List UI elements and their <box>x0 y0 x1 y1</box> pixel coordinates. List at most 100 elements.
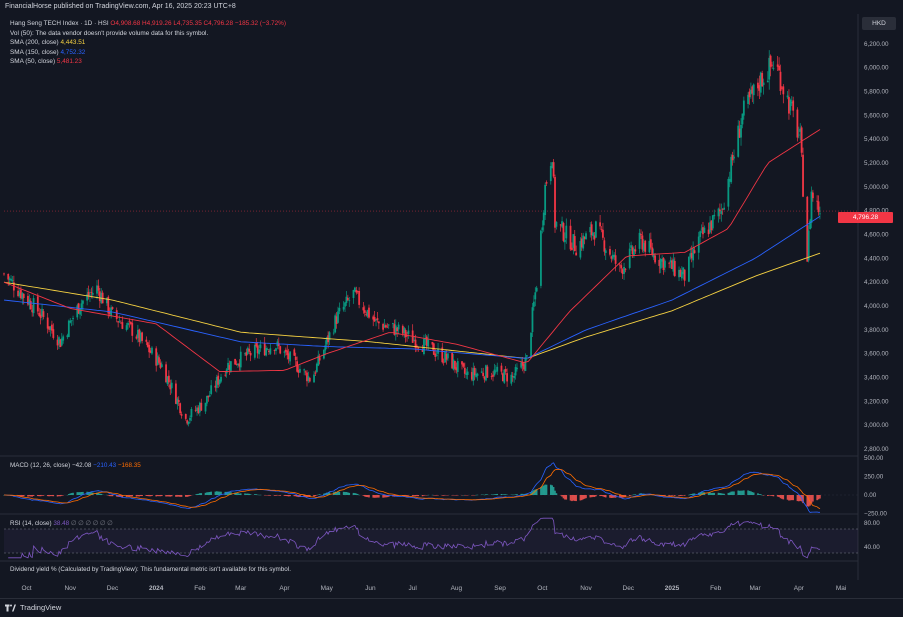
macd-histogram-bar <box>48 495 50 496</box>
candle-body <box>778 66 780 71</box>
macd-histogram-bar <box>141 495 143 496</box>
candle-body <box>248 349 250 352</box>
candle-body <box>295 357 297 360</box>
candle-body <box>364 310 366 313</box>
macd-histogram-bar <box>169 495 171 497</box>
macd-label: MACD (12, 26, close) <box>10 462 70 469</box>
tradingview-logo-icon <box>5 604 16 612</box>
macd-histogram-bar <box>816 495 818 500</box>
candle-body <box>358 291 360 305</box>
macd-histogram-bar <box>348 493 350 495</box>
candle-body <box>392 323 394 324</box>
x-tick-label: 2024 <box>149 585 164 592</box>
legend-vol: Vol (50): The data vendor doesn't provid… <box>10 29 286 39</box>
macd-histogram-bar <box>31 495 33 497</box>
legend-sma200: SMA (200, close) 4,443.51 <box>10 38 286 48</box>
candle-body <box>275 348 277 351</box>
macd-histogram-bar <box>78 492 80 495</box>
macd-histogram-bar <box>599 495 601 496</box>
candle-body <box>224 375 226 376</box>
macd-histogram-bar <box>780 495 782 498</box>
macd-histogram-bar <box>69 493 71 495</box>
x-tick-label: Aug <box>451 585 463 592</box>
macd-histogram-bar <box>542 486 544 495</box>
macd-histogram-bar <box>161 495 163 496</box>
macd-histogram-bar <box>147 495 149 496</box>
candle-body <box>753 84 755 95</box>
macd-histogram-bar <box>757 493 759 495</box>
candle-body <box>532 307 534 332</box>
symbol-name: Hang Seng TECH Index · 1D · HSI <box>10 20 109 27</box>
macd-histogram-bar <box>268 495 270 496</box>
macd-histogram-bar <box>313 495 315 496</box>
macd-histogram-bar <box>100 494 102 495</box>
macd-histogram-bar <box>61 495 63 496</box>
macd-histogram-bar <box>140 495 142 496</box>
candle-body <box>639 233 641 249</box>
macd-histogram-bar <box>206 492 208 495</box>
macd-histogram-bar <box>347 492 349 495</box>
candle-body <box>90 292 92 293</box>
macd-histogram-bar <box>185 495 187 497</box>
macd-histogram-bar <box>718 493 720 495</box>
macd-histogram-bar <box>29 495 31 496</box>
candle-body <box>463 363 465 366</box>
currency-badge[interactable]: HKD <box>862 17 896 30</box>
macd-histogram-bar <box>564 495 566 499</box>
candle-body <box>289 352 291 362</box>
macd-histogram-bar <box>760 494 762 495</box>
candle-body <box>62 336 64 340</box>
macd-histogram-bar <box>770 495 772 496</box>
sma50-label: SMA (50, close) <box>10 58 55 65</box>
candle-body <box>398 325 400 330</box>
candle-body <box>315 373 317 374</box>
candle-body <box>730 157 732 182</box>
macd-histogram-bar <box>284 495 286 496</box>
macd-histogram-bar <box>58 495 60 496</box>
candle-body <box>447 353 449 358</box>
macd-histogram-bar <box>71 493 73 495</box>
candle-body <box>467 372 469 375</box>
candle-body <box>161 364 163 367</box>
sma50-value: 5,481.23 <box>57 58 82 65</box>
macd-histogram-bar <box>418 495 420 496</box>
macd-histogram-bar <box>294 495 296 496</box>
macd-histogram-bar <box>811 495 813 503</box>
macd-histogram-bar <box>732 491 734 495</box>
candle-body <box>3 273 5 274</box>
macd-histogram-bar <box>561 495 563 497</box>
macd-histogram-bar <box>23 495 25 496</box>
candle-body <box>68 321 70 337</box>
macd-histogram-bar <box>550 485 552 495</box>
candle-body <box>501 366 503 372</box>
macd-histogram-bar <box>250 494 252 495</box>
macd-histogram-bar <box>456 495 458 496</box>
macd-histogram-bar <box>319 494 321 495</box>
candle-body <box>240 352 242 368</box>
macd-histogram-bar <box>580 495 582 500</box>
macd-histogram-bar <box>178 495 180 497</box>
candle-body <box>733 157 735 159</box>
candle-body <box>603 240 605 251</box>
candle-body <box>540 231 542 286</box>
macd-histogram-bar <box>739 491 741 495</box>
candle-body <box>506 373 508 381</box>
macd-histogram-bar <box>503 494 505 495</box>
macd-histogram-bar <box>374 495 376 498</box>
candle-body <box>464 368 466 374</box>
macd-histogram-bar <box>797 495 799 501</box>
candle-body <box>771 65 773 66</box>
candle-body <box>116 310 118 319</box>
macd-histogram-bar <box>150 495 152 496</box>
y-tick-label: 5,000.00 <box>864 184 889 191</box>
macd-histogram-bar <box>792 495 794 500</box>
macd-histogram-bar <box>208 492 210 495</box>
macd-histogram-bar <box>188 495 190 497</box>
candle-body <box>556 222 558 227</box>
macd-histogram-bar <box>671 495 673 496</box>
x-tick-label: Dec <box>623 585 635 592</box>
candle-body <box>801 127 803 152</box>
candle-body <box>812 193 814 199</box>
candle-body <box>727 179 729 207</box>
